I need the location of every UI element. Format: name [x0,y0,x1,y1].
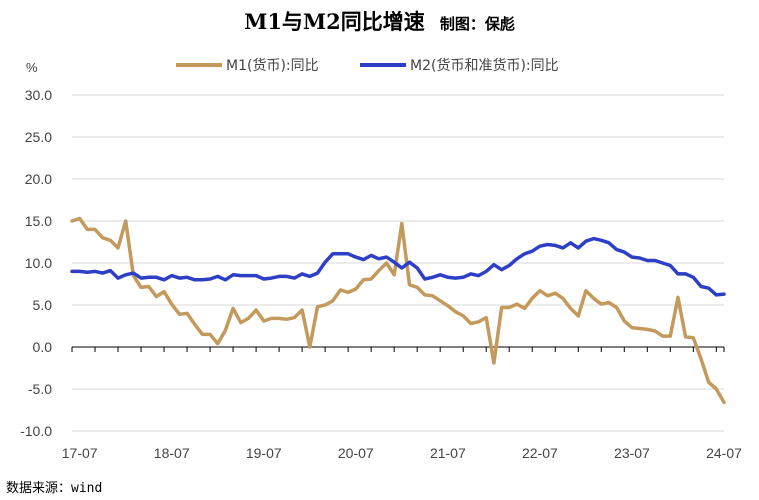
y-axis-tick-labels: 30.0 25.0 20.0 15.0 10.0 5.0 0.0 -5.0 -10.0 [20,87,52,439]
x-tick-label: 23-07 [614,445,650,461]
x-tick-label: 19-07 [246,445,282,461]
y-tick-label: 0.0 [33,339,53,355]
legend: M1(货币):同比 M2(货币和准货币):同比 [176,57,559,74]
x-tick-label: 21-07 [430,445,466,461]
y-tick-label: 20.0 [25,171,52,187]
y-tick-label: -10.0 [20,423,52,439]
y-tick-label: 30.0 [25,87,52,103]
y-tick-label: 10.0 [25,255,52,271]
x-tick-label: 22-07 [522,445,558,461]
x-tick-label: 20-07 [338,445,374,461]
legend-label-m1: M1(货币):同比 [226,57,319,74]
y-tick-label: 25.0 [25,129,52,145]
legend-label-m2: M2(货币和准货币):同比 [410,57,559,74]
y-tick-label: 15.0 [25,213,52,229]
series-line-m1 [72,219,724,403]
x-axis [72,347,724,352]
series-lines [72,219,724,403]
x-axis-tick-labels: 17-07 18-07 19-07 20-07 21-07 22-07 23-07 24-07 [62,445,742,461]
y-tick-label: 5.0 [33,297,53,313]
y-axis-unit-label: % [26,60,38,75]
x-tick-label: 18-07 [154,445,190,461]
source-note: 数据来源：wind [6,477,102,496]
x-tick-label: 24-07 [706,445,742,461]
x-tick-label: 17-07 [62,445,98,461]
y-tick-label: -5.0 [28,381,52,397]
